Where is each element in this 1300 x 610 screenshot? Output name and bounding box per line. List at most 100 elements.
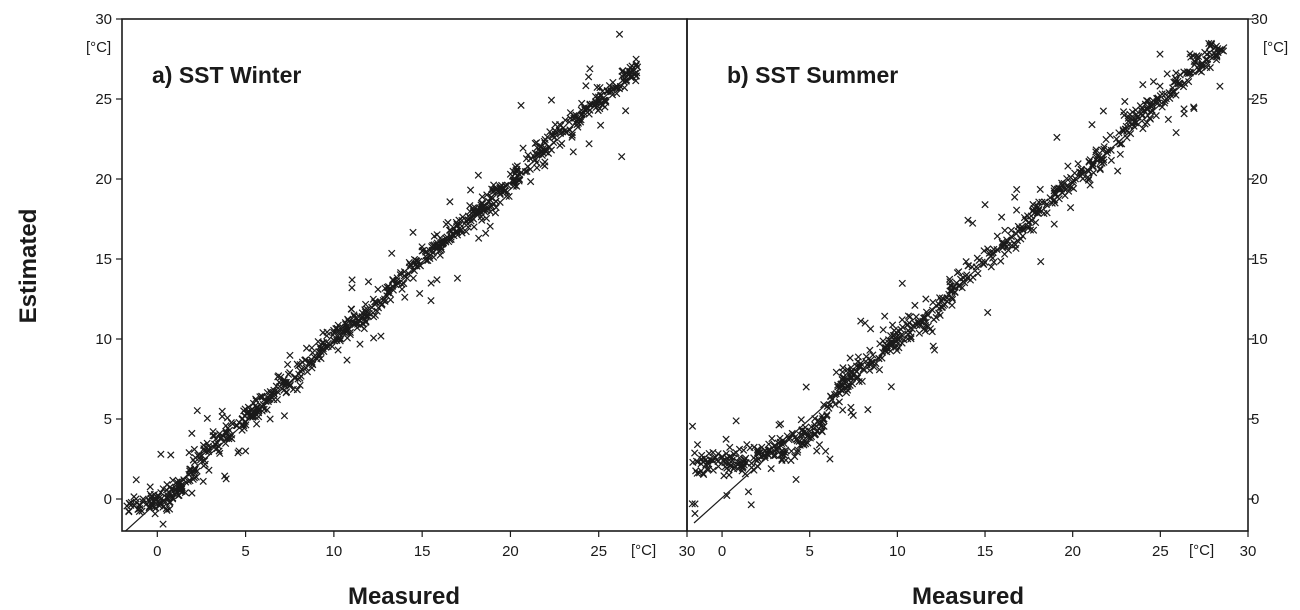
data-point (791, 453, 799, 461)
data-point (624, 67, 632, 75)
data-point (410, 266, 418, 275)
data-point (907, 335, 915, 343)
data-point (904, 312, 913, 320)
data-point (875, 366, 884, 374)
data-point (1186, 69, 1194, 77)
y-tick-label: 10 (1251, 331, 1268, 348)
data-point (1019, 226, 1027, 234)
x-tick-label: 25 (590, 543, 607, 560)
data-point (903, 321, 911, 329)
data-point (1164, 115, 1172, 124)
data-point (1074, 160, 1082, 168)
data-point (462, 227, 470, 236)
data-point (1162, 95, 1170, 103)
data-point (551, 120, 559, 129)
plot-area-sst-winter (123, 30, 642, 532)
data-point (593, 83, 601, 91)
data-point (907, 333, 915, 341)
data-point (1103, 149, 1111, 157)
data-point (1160, 99, 1169, 107)
data-point (223, 414, 232, 422)
data-point (1206, 52, 1214, 61)
x-tick-label: 25 (1152, 543, 1169, 560)
data-point (1063, 181, 1072, 189)
data-point (938, 294, 947, 302)
x-unit-sst-summer: [°C] (1189, 542, 1214, 559)
data-point (258, 393, 267, 401)
data-point (296, 381, 304, 390)
data-point (720, 472, 728, 480)
data-point (979, 259, 987, 268)
data-point (478, 193, 486, 201)
data-point (358, 319, 367, 327)
data-point (1149, 77, 1158, 86)
data-point (980, 247, 988, 255)
data-point (380, 295, 389, 303)
x-axis-title-sst-winter: Measured (348, 583, 460, 610)
x-tick-label: 15 (977, 543, 994, 560)
data-point (753, 445, 762, 454)
data-point (335, 329, 343, 338)
data-point (159, 520, 167, 528)
panel-title-sst-winter: a) SST Winter (152, 62, 301, 88)
data-point (350, 311, 358, 319)
data-point (839, 406, 847, 414)
data-point (852, 367, 861, 375)
data-point (188, 489, 196, 497)
data-point (409, 228, 417, 236)
data-point (581, 106, 590, 114)
data-point (861, 319, 869, 327)
data-point (241, 447, 250, 455)
data-point (857, 317, 865, 325)
data-point (216, 449, 224, 458)
data-point (969, 219, 977, 227)
data-point (709, 466, 717, 474)
data-point (388, 249, 396, 257)
data-point (400, 279, 408, 288)
data-point (820, 422, 828, 430)
data-point (189, 456, 197, 464)
data-point (266, 415, 274, 423)
data-point (615, 30, 624, 38)
data-point (272, 382, 280, 390)
data-point (866, 346, 874, 354)
data-point (1035, 207, 1043, 215)
data-point (491, 209, 500, 217)
data-point (1206, 42, 1214, 50)
data-point (336, 337, 344, 345)
data-point (585, 140, 593, 148)
data-point (580, 104, 589, 112)
data-point (157, 450, 165, 458)
data-point (430, 241, 438, 249)
data-point (154, 492, 163, 500)
data-point (711, 453, 719, 462)
data-point (621, 107, 630, 115)
x-ticks-sst-winter: 0 5 10 15 20 25 30 (153, 531, 695, 560)
data-point (524, 151, 532, 159)
data-point (356, 340, 364, 348)
data-point (1102, 135, 1110, 144)
data-point (384, 288, 392, 296)
data-point (280, 412, 289, 420)
data-point (323, 328, 331, 336)
data-point (804, 439, 812, 447)
data-point (252, 397, 260, 405)
data-point (754, 462, 762, 471)
data-point (826, 455, 834, 463)
data-point (723, 491, 731, 500)
data-point (1096, 165, 1104, 174)
data-point (501, 181, 510, 190)
data-point (492, 197, 500, 206)
data-point (1116, 150, 1124, 158)
data-point (546, 128, 554, 136)
data-point (584, 73, 593, 81)
data-point (240, 424, 248, 432)
y-unit-sst-winter: [°C] (86, 39, 111, 56)
data-point (878, 348, 887, 356)
data-point (482, 214, 491, 223)
data-point (556, 129, 565, 138)
data-point (1084, 167, 1092, 175)
